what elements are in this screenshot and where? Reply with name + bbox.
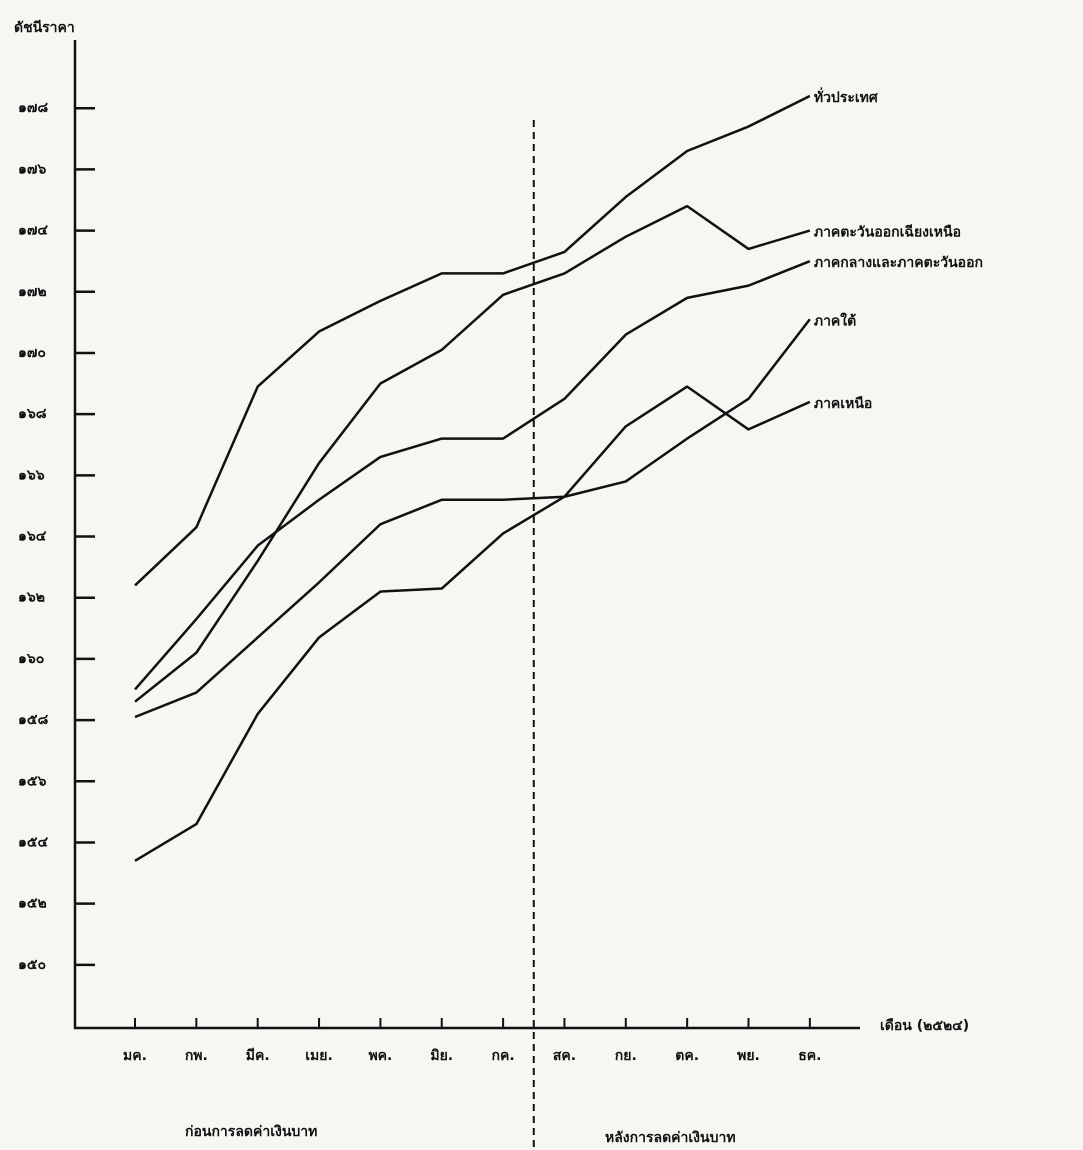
y-tick-label: ๑๗๘: [18, 100, 48, 116]
y-tick-label: ๑๖๘: [18, 406, 47, 422]
x-tick-label: พค.: [368, 1048, 392, 1064]
series-line: [134, 204, 811, 703]
series-label: ภาคเหนือ: [814, 396, 872, 412]
y-tick-label: ๑๕๔: [18, 834, 48, 850]
x-tick-label: มีค.: [246, 1048, 270, 1064]
y-tick-label: ๑๗๔: [18, 223, 48, 239]
y-tick-label: ๑๕๐: [18, 957, 46, 973]
y-tick-label: ๑๕๘: [18, 712, 48, 728]
x-tick-label: มิย.: [430, 1048, 453, 1064]
series-line: [134, 318, 811, 719]
y-tick-label: ๑๗๖: [18, 161, 46, 177]
y-tick-label: ๑๕๖: [18, 773, 46, 789]
annotation: ก่อนการลดค่าเงินบาท: [185, 1124, 317, 1140]
series-line: [134, 259, 811, 691]
x-tick-label: สค.: [553, 1048, 576, 1064]
y-tick-label: ๑๗๐: [18, 345, 46, 361]
x-tick-label: กพ.: [185, 1048, 208, 1064]
series-label: ภาคกลางและภาคตะวันออก: [814, 255, 983, 271]
x-tick-label: เมย.: [305, 1048, 333, 1064]
series-line: [134, 385, 811, 862]
y-tick-label: ๑๖๔: [18, 529, 47, 545]
y-tick-label: ๑๖๒: [18, 590, 45, 606]
series-line: [134, 94, 811, 587]
y-tick-label: ๑๖๐: [18, 651, 44, 667]
x-axis-label: เดือน (๒๕๒๔): [880, 1018, 969, 1034]
series-label: ภาคตะวันออกเฉียงเหนือ: [814, 225, 961, 241]
series-label: ภาคใต้: [814, 311, 856, 329]
x-tick-label: กค.: [492, 1048, 515, 1064]
y-tick-label: ๑๗๒: [18, 284, 47, 300]
x-tick-label: ตค.: [675, 1048, 699, 1064]
y-tick-label: ๑๖๖: [18, 467, 45, 483]
x-tick-label: กย.: [615, 1048, 637, 1064]
y-tick-label: ๑๕๒: [18, 896, 47, 912]
axes: [73, 40, 860, 1030]
x-tick-label: พย.: [737, 1048, 760, 1064]
x-tick-label: ธค.: [798, 1048, 821, 1064]
y-axis-label: ดัชนีราคา: [14, 20, 75, 36]
series-label: ทั่วประเทศ: [814, 87, 879, 106]
x-tick-label: มค.: [123, 1048, 147, 1064]
annotation: หลังการลดค่าเงินบาท: [605, 1130, 736, 1146]
